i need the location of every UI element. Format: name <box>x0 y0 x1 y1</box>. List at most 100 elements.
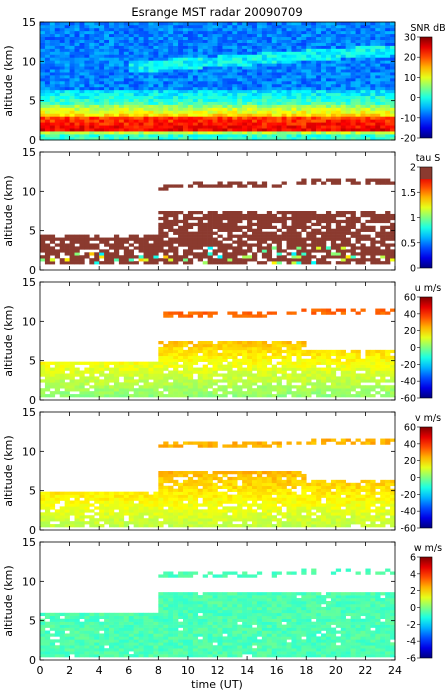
field-cell <box>370 134 375 137</box>
field-cell <box>50 246 55 249</box>
field-cell <box>351 309 356 312</box>
field-cell <box>50 113 55 116</box>
field-cell <box>183 84 188 87</box>
field-cell <box>168 63 173 66</box>
field-cell <box>237 81 242 84</box>
field-cell <box>257 261 262 264</box>
field-cell <box>356 128 361 131</box>
field-cell <box>178 365 183 368</box>
field-cell <box>227 353 232 356</box>
field-cell <box>331 217 336 220</box>
field-cell <box>50 261 55 264</box>
field-cell <box>326 356 331 359</box>
field-cell <box>79 81 84 84</box>
field-cell <box>247 25 252 28</box>
field-cell <box>282 40 287 43</box>
field-cell <box>75 78 80 81</box>
field-cell <box>148 66 153 69</box>
field-cell <box>124 379 129 382</box>
field-cell <box>99 37 104 40</box>
field-cell <box>50 108 55 111</box>
field-cell <box>341 66 346 69</box>
field-cell <box>247 214 252 217</box>
field-cell <box>109 385 114 388</box>
field-cell <box>203 37 208 40</box>
field-cell <box>60 261 65 264</box>
field-cell <box>262 388 267 391</box>
field-cell <box>158 25 163 28</box>
field-cell <box>60 385 65 388</box>
field-cell <box>365 214 370 217</box>
field-cell <box>119 373 124 376</box>
field-cell <box>50 22 55 25</box>
field-cell <box>193 350 198 353</box>
field-cell <box>311 255 316 258</box>
field-cell <box>84 60 89 63</box>
field-cell <box>287 382 292 385</box>
field-cell <box>158 341 163 344</box>
field-cell <box>40 394 45 397</box>
field-cell <box>158 93 163 96</box>
field-cell <box>257 57 262 60</box>
field-cell <box>247 229 252 232</box>
field-cell <box>144 111 149 114</box>
field-cell <box>296 220 301 223</box>
field-cell <box>267 217 272 220</box>
field-cell <box>390 235 395 238</box>
field-cell <box>163 69 168 72</box>
field-cell <box>346 116 351 119</box>
field-cell <box>370 119 375 122</box>
field-cell <box>336 52 341 55</box>
field-cell <box>385 128 390 131</box>
field-cell <box>65 69 70 72</box>
field-cell <box>119 96 124 99</box>
field-cell <box>99 385 104 388</box>
field-cell <box>375 261 380 264</box>
field-cell <box>203 63 208 66</box>
field-cell <box>163 113 168 116</box>
field-cell <box>282 394 287 397</box>
field-cell <box>124 87 129 90</box>
field-cell <box>252 232 257 235</box>
field-cell <box>84 37 89 40</box>
field-cell <box>148 52 153 55</box>
field-cell <box>321 116 326 119</box>
field-cell <box>94 246 99 249</box>
field-cell <box>316 382 321 385</box>
field-cell <box>153 394 158 397</box>
field-cell <box>390 252 395 255</box>
field-cell <box>119 382 124 385</box>
field-cell <box>198 388 203 391</box>
field-cell <box>158 40 163 43</box>
field-cell <box>114 57 119 60</box>
field-cell <box>316 134 321 137</box>
field-cell <box>385 111 390 114</box>
field-cell <box>168 211 173 214</box>
field-cell <box>208 25 213 28</box>
field-cell <box>316 356 321 359</box>
field-cell <box>390 105 395 108</box>
field-cell <box>375 28 380 31</box>
field-cell <box>291 229 296 232</box>
field-cell <box>262 379 267 382</box>
field-cell <box>144 81 149 84</box>
field-cell <box>193 43 198 46</box>
field-cell <box>232 111 237 114</box>
field-cell <box>218 54 223 57</box>
field-cell <box>109 379 114 382</box>
field-cell <box>390 57 395 60</box>
field-cell <box>287 66 292 69</box>
field-cell <box>326 214 331 217</box>
field-cell <box>45 125 50 128</box>
field-cell <box>50 116 55 119</box>
field-cell <box>70 116 75 119</box>
field-cell <box>365 113 370 116</box>
field-cell <box>385 368 390 371</box>
field-cell <box>237 125 242 128</box>
field-cell <box>232 376 237 379</box>
field-cell <box>360 78 365 81</box>
field-cell <box>40 116 45 119</box>
field-cell <box>247 243 252 246</box>
field-cell <box>227 238 232 241</box>
